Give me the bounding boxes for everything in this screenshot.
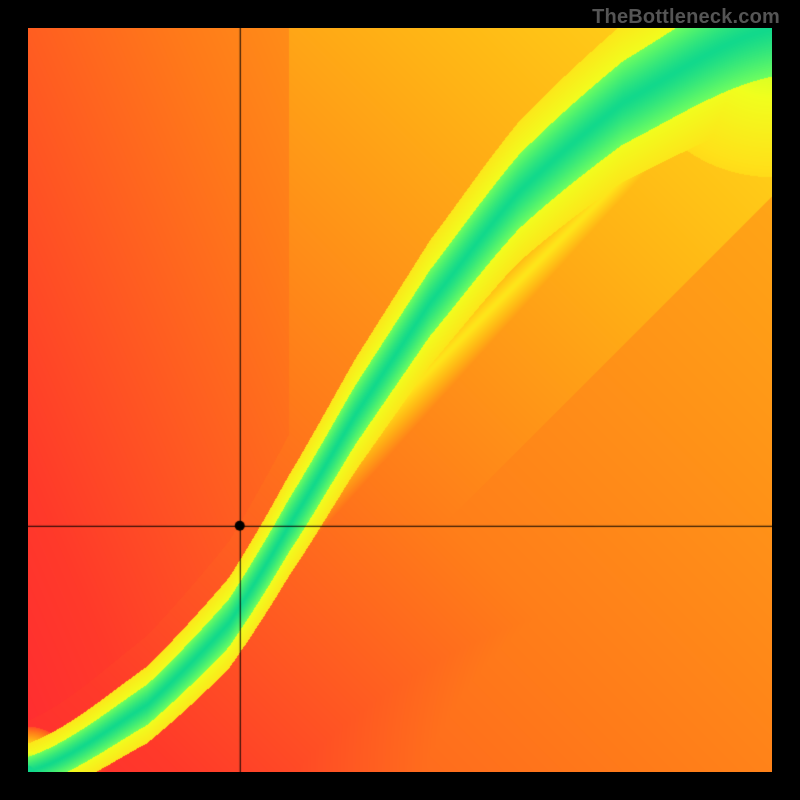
attribution-text: TheBottleneck.com: [592, 6, 780, 29]
heatmap-plot: [28, 28, 772, 772]
heatmap-canvas: [28, 28, 772, 772]
